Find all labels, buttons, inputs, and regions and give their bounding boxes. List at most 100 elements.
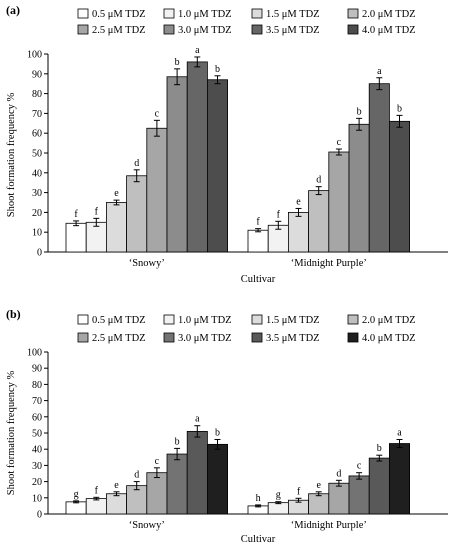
significance-letter: f xyxy=(277,209,281,220)
significance-letter: a xyxy=(195,414,200,425)
significance-letter: b xyxy=(175,436,180,447)
legend-label: 1.0 μM TDZ xyxy=(178,9,232,20)
legend-label: 4.0 μM TDZ xyxy=(362,25,416,36)
y-tick-label: 100 xyxy=(27,348,42,359)
legend-swatch xyxy=(251,8,263,19)
y-tick-label: 20 xyxy=(32,477,42,488)
panel-label: (b) xyxy=(6,307,21,321)
significance-letter: b xyxy=(175,57,180,68)
y-tick-label: 50 xyxy=(32,429,42,440)
x-axis-title: Cultivar xyxy=(241,534,276,545)
legend-label: 2.0 μM TDZ xyxy=(362,9,416,20)
legend-label: 3.0 μM TDZ xyxy=(178,25,232,36)
x-category-label: ‘Midnight Purple’ xyxy=(291,258,367,269)
significance-letter: b xyxy=(215,64,220,75)
y-tick-label: 60 xyxy=(32,412,42,423)
legend-swatch xyxy=(347,314,359,325)
y-tick-label: 10 xyxy=(32,493,42,504)
legend-swatch xyxy=(77,314,89,325)
x-category-label: ‘Snowy’ xyxy=(129,520,165,531)
legend-swatch xyxy=(347,332,359,343)
y-tick-label: 100 xyxy=(27,50,42,61)
bar xyxy=(348,123,370,253)
bar xyxy=(328,482,350,515)
y-tick-label: 50 xyxy=(32,149,42,160)
x-axis-title: Cultivar xyxy=(241,274,276,285)
legend-swatch xyxy=(251,24,263,35)
significance-letter: f xyxy=(256,217,260,228)
bar xyxy=(146,472,168,515)
significance-letter: f xyxy=(95,485,99,496)
legend-swatch xyxy=(251,332,263,343)
bar xyxy=(328,151,350,253)
y-tick-label: 40 xyxy=(32,168,42,179)
bar xyxy=(166,76,188,253)
bar xyxy=(126,175,148,253)
legend-swatch xyxy=(163,24,175,35)
legend-swatch xyxy=(163,332,175,343)
significance-letter: e xyxy=(296,196,301,207)
y-tick-label: 80 xyxy=(32,89,42,100)
y-tick-label: 40 xyxy=(32,445,42,456)
legend-label: 4.0 μM TDZ xyxy=(362,333,416,344)
significance-letter: e xyxy=(114,188,119,199)
y-tick-label: 30 xyxy=(32,461,42,472)
x-category-label: ‘Snowy’ xyxy=(129,258,165,269)
bar xyxy=(308,190,330,253)
y-axis-title: Shoot formation frequency % xyxy=(6,370,17,495)
legend-label: 2.5 μM TDZ xyxy=(92,333,146,344)
significance-letter: g xyxy=(74,489,79,500)
significance-letter: a xyxy=(195,45,200,56)
bar xyxy=(85,498,107,515)
y-tick-label: 70 xyxy=(32,109,42,120)
bar xyxy=(186,430,208,515)
legend-label: 2.0 μM TDZ xyxy=(362,315,416,326)
legend-label: 3.5 μM TDZ xyxy=(266,25,320,36)
legend-swatch xyxy=(251,314,263,325)
legend-swatch xyxy=(77,24,89,35)
bar xyxy=(308,493,330,515)
significance-letter: c xyxy=(155,456,160,467)
bar xyxy=(65,222,87,253)
significance-letter: e xyxy=(316,480,321,491)
legend-swatch xyxy=(77,332,89,343)
significance-letter: a xyxy=(397,427,402,438)
significance-letter: f xyxy=(74,209,78,220)
y-tick-label: 10 xyxy=(32,228,42,239)
bar xyxy=(65,501,87,515)
legend-swatch xyxy=(163,314,175,325)
significance-letter: a xyxy=(377,66,382,77)
legend-label: 1.5 μM TDZ xyxy=(266,315,320,326)
legend-label: 3.5 μM TDZ xyxy=(266,333,320,344)
y-tick-label: 60 xyxy=(32,129,42,140)
bar xyxy=(206,79,228,253)
bar xyxy=(247,229,269,253)
bar xyxy=(166,453,188,515)
significance-letter: b xyxy=(397,103,402,114)
y-tick-label: 80 xyxy=(32,380,42,391)
significance-letter: d xyxy=(336,468,341,479)
significance-letter: b xyxy=(357,106,362,117)
bar xyxy=(106,493,128,515)
legend-label: 0.5 μM TDZ xyxy=(92,9,146,20)
bar xyxy=(368,457,390,515)
significance-letter: e xyxy=(114,480,119,491)
significance-letter: c xyxy=(155,108,160,119)
y-tick-label: 20 xyxy=(32,208,42,219)
significance-letter: f xyxy=(297,486,301,497)
legend-swatch xyxy=(347,24,359,35)
significance-letter: g xyxy=(276,490,281,501)
significance-letter: d xyxy=(134,470,139,481)
significance-letter: b xyxy=(215,427,220,438)
bar xyxy=(287,211,309,253)
bar xyxy=(388,120,410,253)
legend-label: 2.5 μM TDZ xyxy=(92,25,146,36)
significance-letter: d xyxy=(134,158,139,169)
significance-letter: d xyxy=(316,175,321,186)
legend-label: 1.5 μM TDZ xyxy=(266,9,320,20)
bar xyxy=(146,127,168,253)
bar xyxy=(388,443,410,515)
significance-letter: c xyxy=(357,461,362,472)
bar xyxy=(206,443,228,515)
